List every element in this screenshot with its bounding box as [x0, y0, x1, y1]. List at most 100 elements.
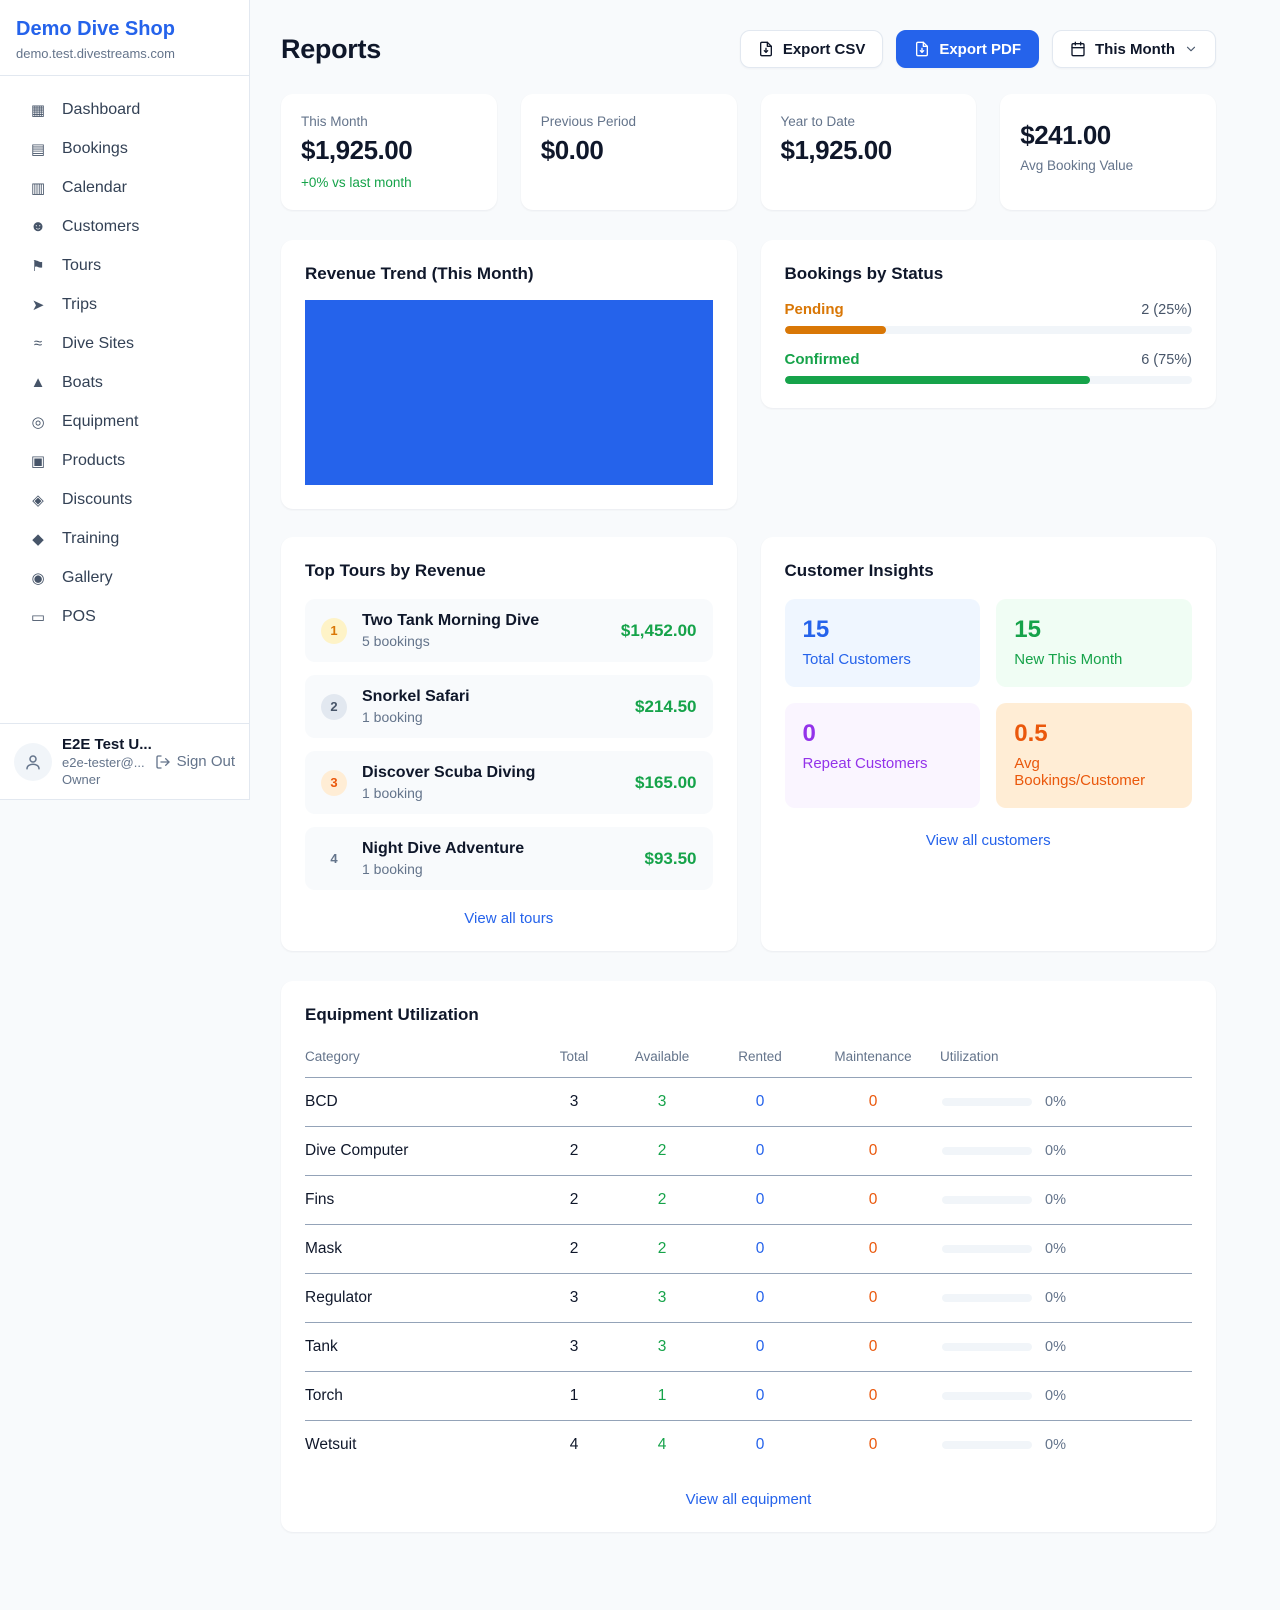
col-header-utilization: Utilization — [940, 1049, 999, 1064]
equipment-available: 4 — [657, 1436, 667, 1453]
equipment-category: BCD — [305, 1093, 338, 1110]
equipment-table-row: Mask 2 2 0 0 0% — [305, 1225, 1192, 1274]
sidebar-nav-item[interactable]: ▦ Dashboard — [0, 90, 249, 129]
sidebar-nav-item[interactable]: ◈ Discounts — [0, 480, 249, 519]
equipment-table-row: Fins 2 2 0 0 0% — [305, 1176, 1192, 1225]
nav-item-label: Dashboard — [62, 100, 141, 118]
page-header: Reports Export CSV Export PDF This Month — [281, 30, 1216, 68]
equipment-rented: 0 — [755, 1142, 765, 1159]
rank-badge: 2 — [321, 693, 347, 720]
status-progress-track — [784, 326, 1192, 334]
sidebar-nav-item[interactable]: ≈ Dive Sites — [0, 324, 249, 363]
insight-value: 15 — [1014, 616, 1041, 643]
nav-item-label: Dive Sites — [62, 334, 135, 352]
file-download-icon — [916, 41, 929, 57]
tour-name: Discover Scuba Diving — [362, 764, 536, 781]
sign-out-button[interactable]: Sign Out — [155, 753, 235, 770]
equipment-maintenance: 0 — [868, 1387, 878, 1404]
sidebar-nav-item[interactable]: ◎ Equipment — [0, 402, 249, 441]
top-tours-card: Top Tours by Revenue 1 Two Tank Morning … — [281, 537, 737, 951]
sidebar-nav-item[interactable]: ▣ Products — [0, 441, 249, 480]
tour-revenue: $1,452.00 — [620, 620, 697, 640]
status-label: Confirmed — [784, 351, 860, 368]
brand: Demo Dive Shop demo.test.divestreams.com — [0, 0, 249, 76]
tour-list-item: 2 Snorkel Safari 1 booking $214.50 — [305, 675, 713, 738]
equipment-rented: 0 — [755, 1338, 765, 1355]
sidebar-nav-item[interactable]: ⚑ Tours — [0, 246, 249, 285]
col-header-total: Total — [559, 1049, 589, 1064]
customer-insights-card: Customer Insights 15 Total Customers 15 … — [760, 537, 1216, 951]
insight-tile: 0 Repeat Customers — [784, 703, 981, 808]
equipment-maintenance: 0 — [868, 1142, 878, 1159]
view-all-tours-link[interactable]: View all tours — [305, 910, 713, 927]
sidebar-nav-item[interactable]: ▥ Calendar — [0, 168, 249, 207]
utilization-percent: 0% — [1045, 1094, 1066, 1110]
status-head: Pending 2 (25%) — [785, 301, 1193, 318]
utilization-percent: 0% — [1045, 1143, 1066, 1159]
utilization-track — [942, 1245, 1032, 1253]
tour-list-item: 3 Discover Scuba Diving 1 booking $165.0… — [305, 751, 713, 814]
status-progress-fill — [784, 326, 887, 334]
equipment-rented: 0 — [755, 1289, 765, 1306]
sidebar-nav-item[interactable]: ▭ POS — [0, 597, 249, 636]
nav-item-icon: ▤ — [30, 140, 46, 158]
tour-name: Night Dive Adventure — [362, 840, 525, 857]
tour-info: Snorkel Safari 1 booking — [362, 688, 620, 725]
nav-item-icon: ▣ — [30, 452, 46, 470]
brand-name: Demo Dive Shop — [16, 18, 175, 40]
equipment-available: 3 — [657, 1289, 667, 1306]
equipment-available: 1 — [657, 1387, 667, 1404]
status-value: 2 (25%) — [1141, 302, 1192, 318]
equipment-rented: 0 — [755, 1436, 765, 1453]
nav-item-label: Customers — [62, 217, 140, 235]
equipment-utilization-cell: 0% — [940, 1437, 1192, 1453]
equipment-total: 2 — [569, 1191, 579, 1208]
stat-card: This Month $1,925.00 +0% vs last month — [281, 94, 497, 210]
insight-label: Avg Bookings/Customer — [1014, 755, 1146, 789]
nav-item-icon: ☻ — [30, 218, 46, 235]
sidebar-nav-item[interactable]: ▤ Bookings — [0, 129, 249, 168]
view-all-customers-link[interactable]: View all customers — [785, 832, 1193, 849]
nav-item-label: Discounts — [62, 490, 133, 508]
tour-revenue: $214.50 — [635, 696, 697, 716]
stat-value: $1,925.00 — [780, 135, 893, 165]
export-pdf-button[interactable]: Export PDF — [896, 30, 1040, 68]
sidebar-nav-item[interactable]: ◆ Training — [0, 519, 249, 558]
equipment-utilization-cell: 0% — [940, 1143, 1192, 1159]
insight-value: 15 — [802, 616, 830, 643]
nav-item-icon: ⚑ — [31, 257, 45, 275]
equipment-table-row: Torch 1 1 0 0 0% — [305, 1372, 1192, 1421]
utilization-percent: 0% — [1045, 1388, 1066, 1404]
status-row: Confirmed 6 (75%) — [784, 351, 1193, 384]
equipment-maintenance: 0 — [868, 1436, 878, 1453]
sidebar-nav-item[interactable]: ▲ Boats — [0, 363, 249, 402]
insight-value: 0.5 — [1014, 720, 1048, 747]
equipment-category: Torch — [305, 1387, 343, 1404]
view-all-equipment-link[interactable]: View all equipment — [305, 1491, 1192, 1508]
export-pdf-label: Export PDF — [939, 40, 1022, 58]
equipment-maintenance: 0 — [868, 1240, 878, 1257]
insight-value: 0 — [802, 720, 816, 747]
stat-delta: +0% vs last month — [301, 175, 412, 190]
equipment-maintenance: 0 — [868, 1289, 878, 1306]
revenue-trend-chart — [305, 300, 713, 485]
equipment-utilization-card: Equipment Utilization Category Total Ava… — [281, 981, 1216, 1532]
brand-domain: demo.test.divestreams.com — [16, 46, 175, 61]
sidebar-nav-item[interactable]: ◉ Gallery — [0, 558, 249, 597]
sidebar-nav-item[interactable]: ☻ Customers — [0, 207, 249, 246]
tour-bookings: 1 booking — [362, 861, 423, 877]
export-csv-button[interactable]: Export CSV — [739, 30, 884, 68]
period-selector[interactable]: This Month — [1052, 30, 1216, 68]
sidebar-nav-item[interactable]: ➤ Trips — [0, 285, 249, 324]
insight-tile: 15 New This Month — [996, 599, 1192, 687]
equipment-available: 2 — [657, 1191, 667, 1208]
status-head: Confirmed 6 (75%) — [785, 351, 1193, 368]
utilization-track — [942, 1294, 1032, 1302]
header-actions: Export CSV Export PDF This Month — [739, 30, 1216, 68]
user-role: Owner — [62, 772, 101, 787]
equipment-total: 1 — [569, 1387, 579, 1404]
insight-label: Total Customers — [802, 651, 911, 668]
stat-value: $1,925.00 — [301, 135, 413, 165]
equipment-rented: 0 — [755, 1240, 765, 1257]
file-download-icon — [759, 41, 772, 57]
